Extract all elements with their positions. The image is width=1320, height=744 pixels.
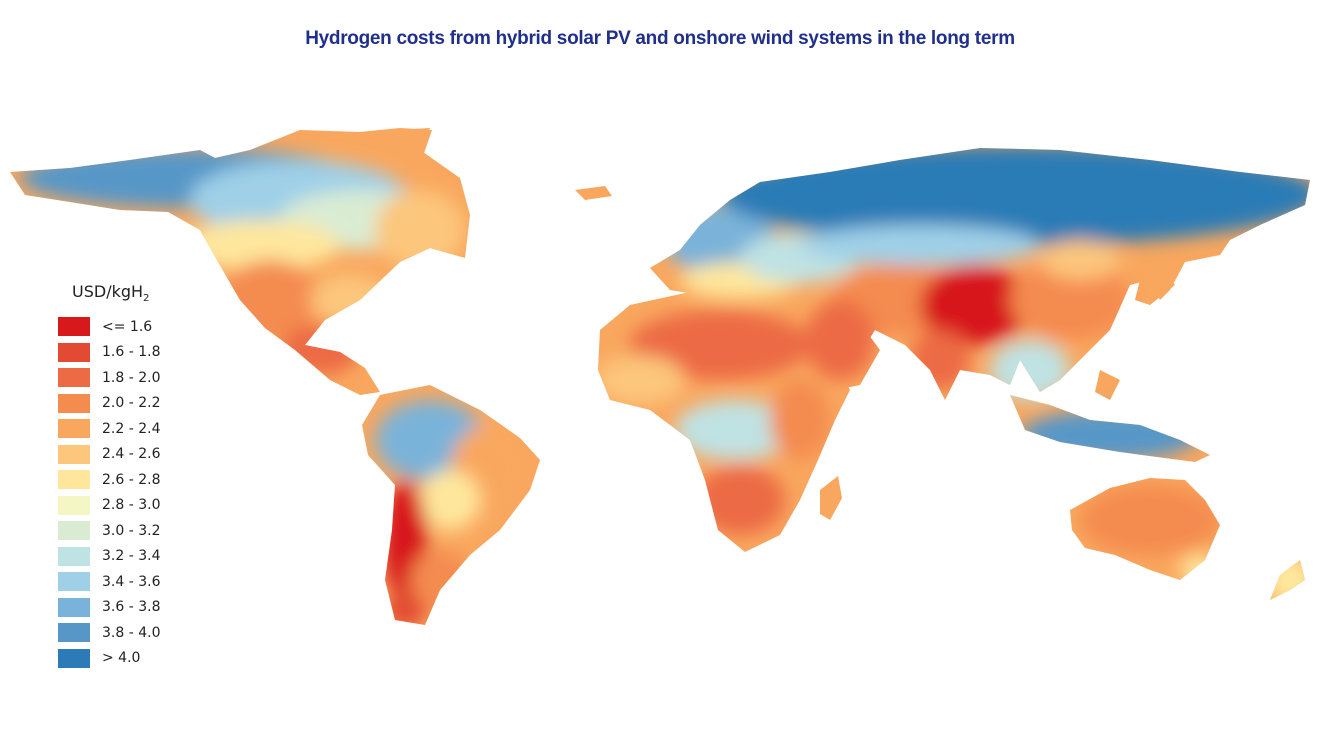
legend-label: 2.8 - 3.0 — [102, 497, 161, 514]
map-title: Hydrogen costs from hybrid solar PV and … — [305, 28, 1015, 49]
legend-swatch — [58, 597, 90, 617]
legend-label: 2.2 - 2.4 — [102, 420, 161, 437]
legend-item: 3.0 - 3.2 — [58, 518, 160, 544]
legend-label: 3.4 - 3.6 — [102, 573, 161, 590]
legend-item: 2.2 - 2.4 — [58, 416, 160, 442]
legend-item: 2.4 - 2.6 — [58, 442, 160, 468]
legend-item: 3.8 - 4.0 — [58, 620, 160, 646]
legend-label: 1.6 - 1.8 — [102, 344, 161, 361]
legend-item: 1.8 - 2.0 — [58, 365, 160, 391]
legend-item: 2.8 - 3.0 — [58, 493, 160, 519]
legend-rows: <= 1.6 1.6 - 1.8 1.8 - 2.0 2.0 - 2.2 2.2 - 2… — [58, 314, 160, 671]
legend-swatch — [58, 572, 90, 592]
legend-item: 3.6 - 3.8 — [58, 595, 160, 621]
legend-label: 3.6 - 3.8 — [102, 599, 161, 616]
legend-swatch — [58, 393, 90, 413]
legend-label: 3.8 - 4.0 — [102, 624, 161, 641]
legend-label: 1.8 - 2.0 — [102, 369, 161, 386]
legend-swatch — [58, 342, 90, 362]
legend-swatch — [58, 368, 90, 388]
legend-label: 2.4 - 2.6 — [102, 446, 161, 463]
legend-swatch — [58, 444, 90, 464]
legend-swatch — [58, 495, 90, 515]
legend-swatch — [58, 419, 90, 439]
legend-title: USD/kgH2 — [72, 282, 160, 304]
legend-label: > 4.0 — [102, 650, 141, 667]
legend-item: 2.0 - 2.2 — [58, 391, 160, 417]
legend-swatch — [58, 470, 90, 490]
legend-swatch — [58, 648, 90, 668]
legend-label: <= 1.6 — [102, 318, 153, 335]
legend-item: <= 1.6 — [58, 314, 160, 340]
legend-label: 2.6 - 2.8 — [102, 471, 161, 488]
legend-label: 3.2 - 3.4 — [102, 548, 161, 565]
legend-item: > 4.0 — [58, 646, 160, 672]
legend-item: 3.2 - 3.4 — [58, 544, 160, 570]
legend: USD/kgH2 <= 1.6 1.6 - 1.8 1.8 - 2.0 2.0 - 2… — [58, 282, 160, 671]
legend-item: 3.4 - 3.6 — [58, 569, 160, 595]
legend-swatch — [58, 546, 90, 566]
legend-item: 2.6 - 2.8 — [58, 467, 160, 493]
legend-label: 2.0 - 2.2 — [102, 395, 161, 412]
legend-unit: USD/kgH — [72, 282, 144, 301]
legend-swatch — [58, 623, 90, 643]
legend-swatch — [58, 521, 90, 541]
legend-label: 3.0 - 3.2 — [102, 522, 161, 539]
legend-unit-subscript: 2 — [143, 293, 150, 305]
legend-swatch — [58, 317, 90, 337]
legend-item: 1.6 - 1.8 — [58, 340, 160, 366]
